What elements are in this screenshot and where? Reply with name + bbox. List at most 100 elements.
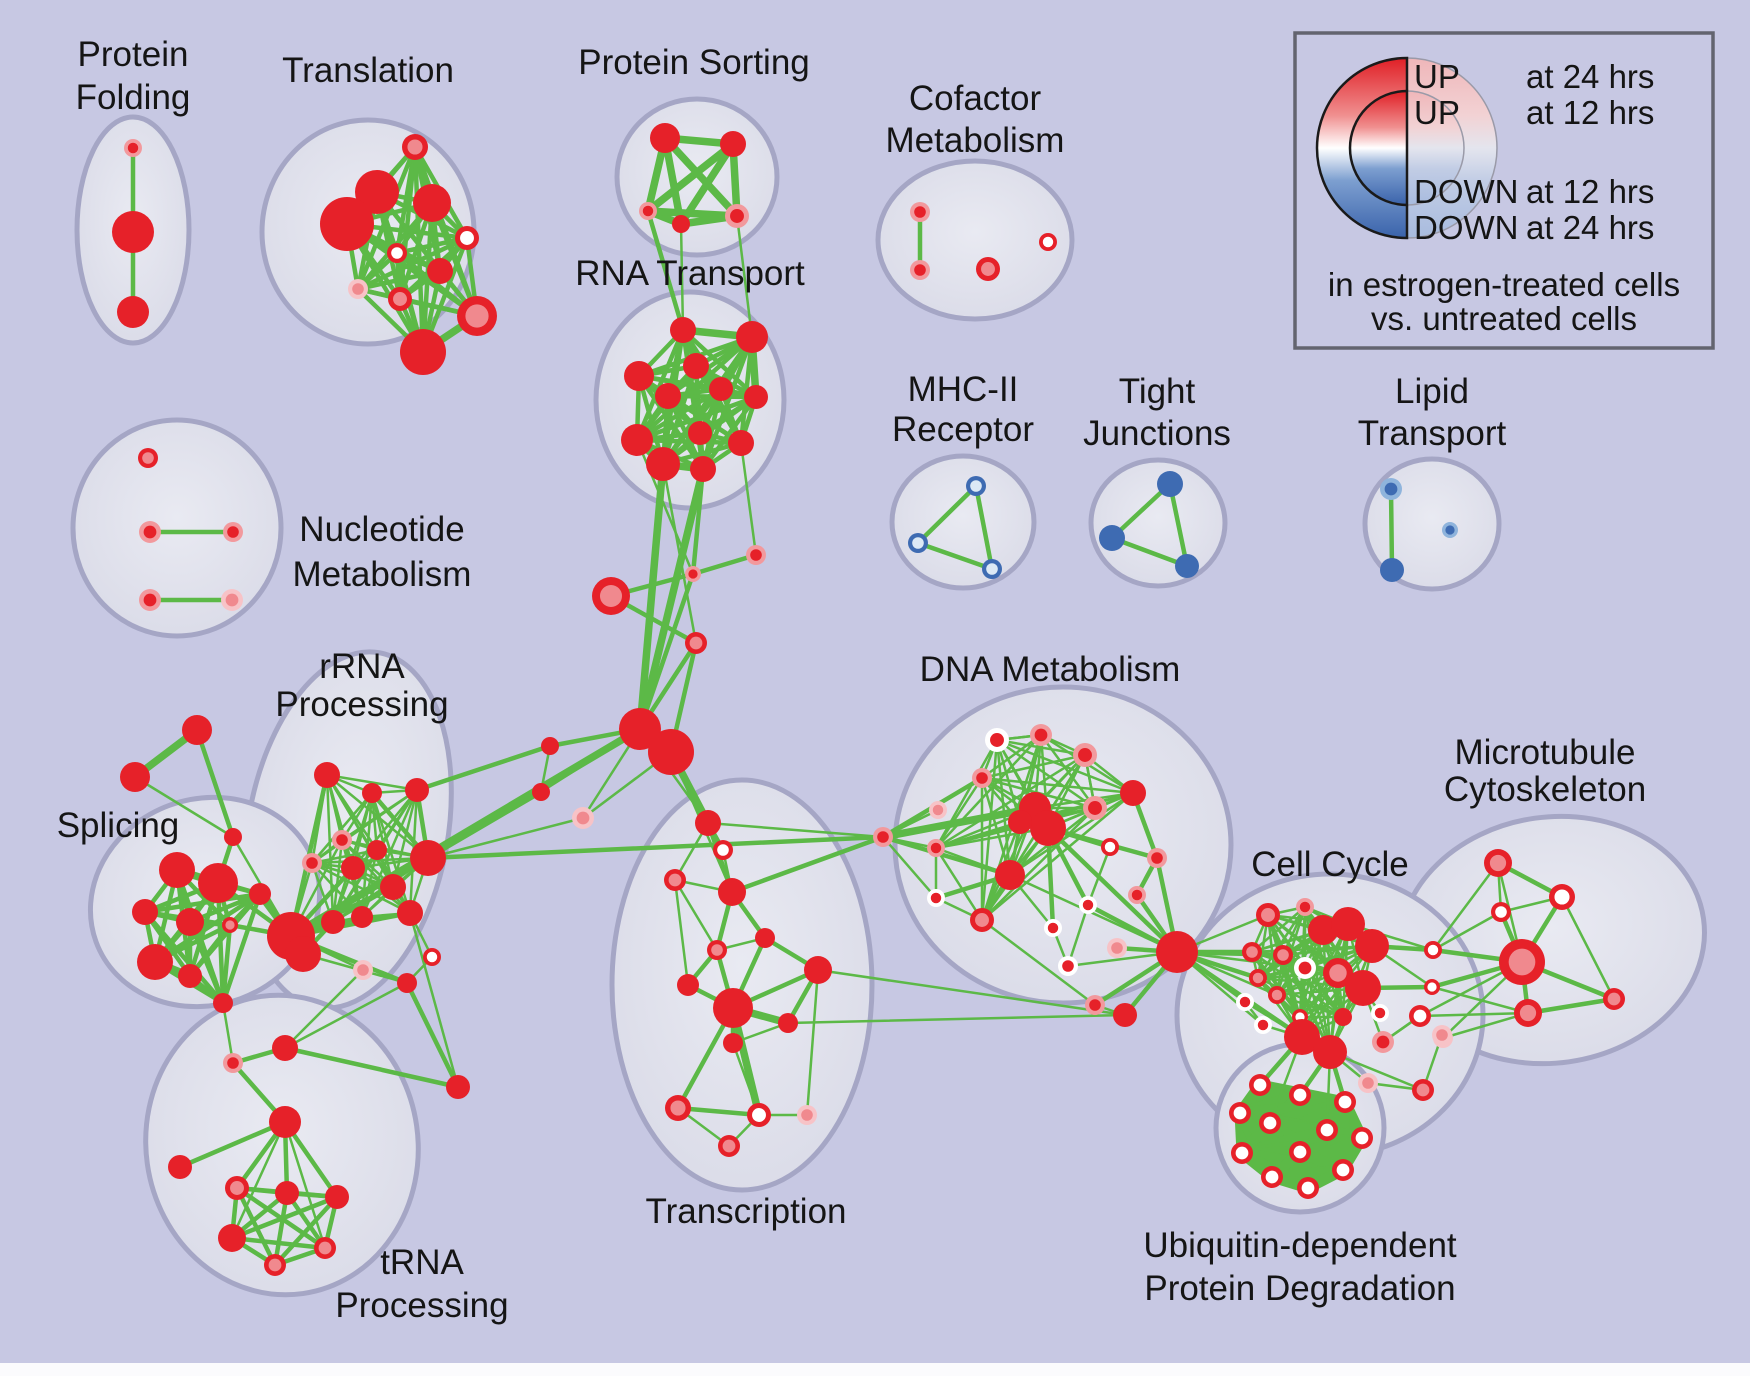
- node-connectors-1-pR: [746, 545, 766, 565]
- edge-inter: [1430, 985, 1530, 1015]
- edge-transcription: [673, 878, 719, 952]
- node-cell-cycle-7-wR: [1294, 957, 1316, 979]
- node-protein-folding-0-pR: [124, 139, 142, 157]
- edge-mhc-ii-receptor: [915, 483, 979, 546]
- node-dna-metabolism-4-R: [1120, 780, 1146, 806]
- node-mhc-ii-receptor-1-Bw: [908, 533, 928, 553]
- edge-inter: [706, 821, 885, 839]
- node-dna-metabolism-1-pR: [1030, 724, 1052, 746]
- node-trna-processing-8-Rp: [264, 1254, 286, 1276]
- edge-connectors: [690, 552, 759, 577]
- node-translation-6-R: [427, 258, 453, 284]
- node-connectors-0-pR: [685, 566, 701, 582]
- edge-transcription: [731, 1041, 761, 1117]
- legend-row-time: at 12 hrs: [1526, 173, 1654, 210]
- node-translation-10-R: [400, 329, 446, 375]
- bottom-margin: [0, 1363, 1750, 1376]
- edge-trna-processing: [283, 1120, 327, 1250]
- node-ubiquitin-degradation-6-Rw: [1351, 1127, 1373, 1149]
- node-cell-cycle-16-R: [1284, 1019, 1320, 1055]
- node-cell-cycle-8-Rp: [1323, 958, 1353, 988]
- node-dna-metabolism-17-Rp: [970, 908, 994, 932]
- edge-inter: [426, 816, 585, 860]
- node-protein-sorting-0-R: [650, 123, 680, 153]
- node-dna-metabolism-24-R: [1113, 1003, 1137, 1027]
- node-splicing-4-Rp: [222, 917, 238, 933]
- node-transcription-3-R: [718, 878, 746, 906]
- node-translation-7-Pp: [348, 279, 368, 299]
- edge-dna-metabolism: [980, 776, 1135, 795]
- node-trna-processing-4-R: [275, 1181, 299, 1205]
- node-protein-sorting-3-R: [672, 215, 690, 233]
- label-nucleotide-metabolism: Nucleotide Metabolism: [293, 510, 472, 594]
- node-translation-1-R: [355, 170, 399, 214]
- edge-dna-metabolism: [880, 834, 1013, 878]
- edge-rrna-processing: [408, 911, 460, 1089]
- node-cell-cycle-11-Rp: [1268, 986, 1286, 1004]
- node-rrna-processing-12-Rw: [423, 948, 441, 966]
- node-cell-cycle-20-Pp: [1358, 1073, 1378, 1093]
- node-rrna-processing-3-pR: [332, 830, 352, 850]
- node-rrna-processing-14-R: [397, 973, 417, 993]
- node-transcription-0-R: [695, 810, 721, 836]
- node-mhc-ii-receptor-0-Bw: [966, 476, 986, 496]
- node-connectors-10-R: [120, 762, 150, 792]
- edge-translation: [429, 200, 480, 319]
- node-dna-metabolism-14-R: [995, 860, 1025, 890]
- node-translation-5-Rw: [387, 243, 407, 263]
- edge-rrna-processing: [310, 848, 379, 865]
- edge-trna-processing: [229, 1235, 328, 1251]
- node-nucleotide-metabolism-0-Rp: [138, 448, 158, 468]
- node-transcription-12-Rw: [747, 1103, 771, 1127]
- node-dna-metabolism-9-R: [1030, 810, 1066, 846]
- edge-inter: [1174, 949, 1305, 1040]
- edge-dna-metabolism: [980, 918, 1097, 1007]
- node-ubiquitin-degradation-10-Rw: [1261, 1166, 1283, 1188]
- node-cofactor-metabolism-3-Rw: [1039, 233, 1057, 251]
- node-connectors-9-R: [182, 715, 212, 745]
- legend-ring-12h-faded: [1406, 90, 1465, 206]
- edge-dna-metabolism: [934, 776, 984, 850]
- edge-inter: [287, 725, 644, 940]
- edge-inter: [636, 460, 667, 733]
- edge-trna-processing: [177, 1119, 288, 1170]
- label-trna-processing: tRNA Processing: [335, 1243, 508, 1325]
- label-dna-metabolism: DNA Metabolism: [920, 650, 1181, 689]
- edge-dna-metabolism: [934, 753, 1087, 850]
- node-dna-metabolism-2-pR: [1073, 743, 1097, 767]
- node-lipid-transport-2-bB: [1442, 522, 1458, 538]
- node-cell-cycle-21-Rp: [1412, 1079, 1434, 1101]
- node-dna-metabolism-0-wR: [985, 728, 1009, 752]
- node-ubiquitin-degradation-5-Rw: [1316, 1119, 1338, 1141]
- nodes: [112, 123, 1625, 1276]
- node-connectors-8-Pp: [572, 807, 594, 829]
- edge-inter: [1418, 1011, 1530, 1018]
- node-splicing-5-R: [137, 944, 173, 980]
- node-transcription-8-R: [713, 988, 753, 1028]
- edge-rna-transport: [634, 327, 686, 443]
- edge-tight-junctions: [1109, 535, 1190, 569]
- cluster-ellipse-cofactor-metabolism: [875, 158, 1075, 322]
- node-ubiquitin-degradation-0-Rw: [1249, 1074, 1271, 1096]
- node-rna-transport-4-R: [655, 383, 681, 409]
- edge-tight-junctions: [1109, 481, 1173, 541]
- node-nucleotide-metabolism-4-Pp: [221, 589, 243, 611]
- node-rna-transport-11-R: [690, 456, 716, 482]
- legend-row-label: UP: [1414, 58, 1460, 95]
- edge-rna-transport: [700, 394, 759, 472]
- cluster-ellipse-mhc-ii-receptor: [889, 453, 1037, 591]
- label-splicing: Splicing: [57, 806, 180, 845]
- node-connectors-7-R: [532, 783, 550, 801]
- edge-inter: [636, 465, 707, 733]
- node-rrna-processing-6-R: [367, 840, 387, 860]
- node-cell-cycle-17-R: [1313, 1035, 1347, 1069]
- node-rrna-processing-0-R: [314, 762, 340, 788]
- node-cell-cycle-12-wR: [1236, 993, 1254, 1011]
- legend-row-time: at 12 hrs: [1526, 94, 1654, 131]
- edge-dna-metabolism: [980, 791, 1135, 922]
- legend-footer: vs. untreated cells: [1371, 300, 1637, 337]
- cluster-ellipse-trna-processing: [143, 992, 421, 1298]
- edge-dna-metabolism: [934, 826, 1050, 850]
- node-splicing-3-R: [176, 908, 204, 936]
